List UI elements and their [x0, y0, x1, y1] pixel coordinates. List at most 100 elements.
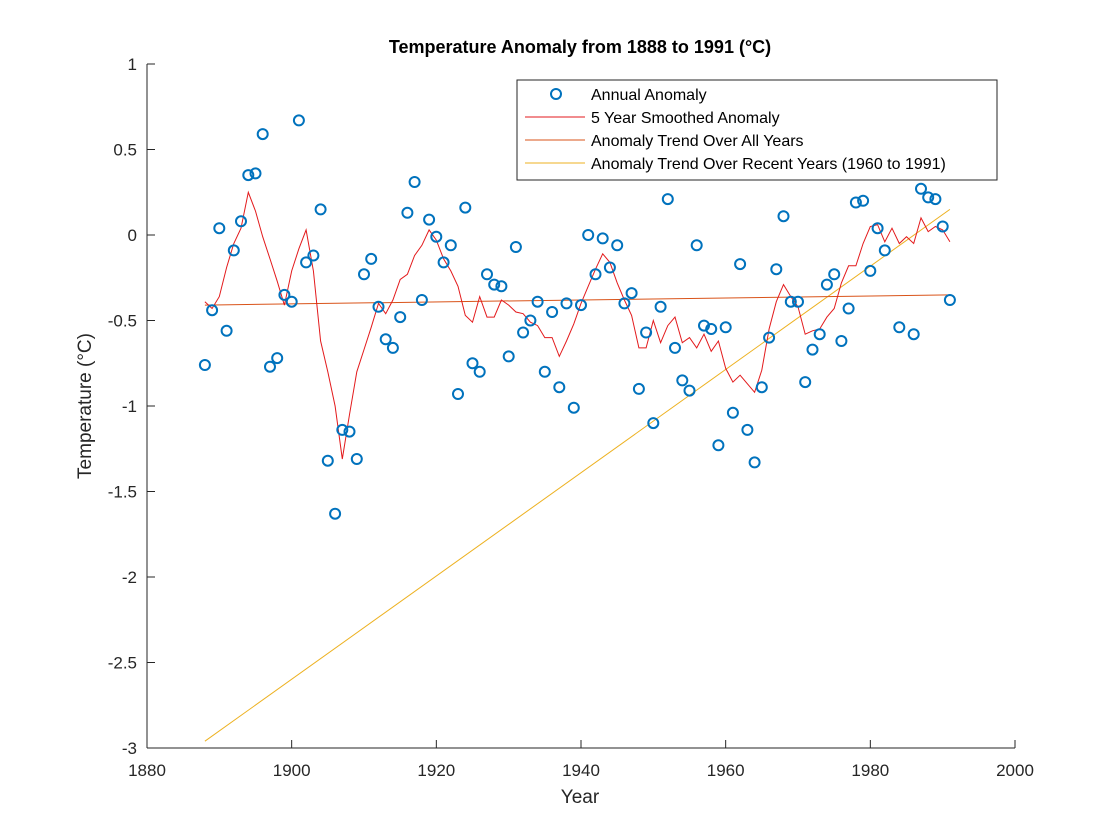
- data-point: [350, 453, 363, 465]
- data-point: [661, 193, 674, 206]
- data-point: [936, 220, 949, 233]
- data-point: [647, 417, 660, 430]
- y-tick-label: 0.5: [113, 141, 137, 160]
- data-point: [524, 314, 537, 327]
- data-point: [849, 196, 862, 209]
- series-line-2: [204, 294, 950, 306]
- data-point: [676, 374, 689, 387]
- data-point: [343, 425, 356, 438]
- legend-label: Anomaly Trend Over All Years: [591, 133, 804, 150]
- data-point: [741, 423, 754, 436]
- data-point: [394, 311, 407, 324]
- data-point: [603, 261, 616, 274]
- data-point: [763, 331, 776, 344]
- data-point: [213, 222, 226, 235]
- data-point: [271, 352, 284, 365]
- y-tick-label: -3: [122, 739, 137, 758]
- data-point: [300, 256, 313, 269]
- y-tick-label: -1.5: [108, 483, 137, 502]
- data-point: [560, 297, 573, 310]
- data-point: [878, 244, 891, 257]
- data-point: [842, 302, 855, 315]
- data-point: [437, 256, 450, 269]
- data-point: [415, 294, 428, 306]
- data-point: [242, 169, 255, 182]
- y-tick-label: -2.5: [108, 654, 137, 673]
- data-point: [770, 263, 783, 276]
- data-point: [321, 454, 334, 467]
- data-point: [546, 306, 559, 318]
- data-point: [264, 360, 276, 373]
- data-point: [922, 191, 935, 204]
- axes: 1880 1900 1920 1940 1960 1980 2000 -3 -2.5 -2 -1.5…: [108, 55, 1034, 780]
- y-tick-label: -2: [122, 568, 137, 587]
- chart-title: Temperature Anomaly from 1888 to 1991 (°…: [389, 37, 771, 57]
- data-point: [755, 381, 768, 394]
- data-point: [220, 324, 233, 337]
- data-point: [386, 341, 399, 354]
- data-point: [640, 326, 653, 339]
- data-point: [799, 376, 812, 389]
- legend-label: 5 Year Smoothed Anomaly: [591, 110, 780, 127]
- y-tick-label: -0.5: [108, 312, 137, 331]
- data-point: [828, 268, 841, 281]
- data-point: [618, 297, 631, 310]
- x-tick-label: 1980: [851, 761, 889, 780]
- data-point: [509, 241, 522, 253]
- data-point: [452, 388, 464, 400]
- data-point: [466, 357, 479, 370]
- data-point: [285, 295, 298, 308]
- data-point: [481, 268, 493, 281]
- data-point: [459, 201, 472, 214]
- data-point: [314, 203, 327, 216]
- data-point: [690, 239, 703, 252]
- y-tick-label: -1: [122, 397, 137, 416]
- data-point: [806, 343, 819, 356]
- x-tick-label: 1960: [707, 761, 745, 780]
- data-point: [235, 215, 247, 228]
- data-point: [582, 229, 595, 241]
- data-point: [698, 319, 710, 332]
- data-point: [372, 300, 385, 313]
- x-tick-label: 1900: [273, 761, 311, 780]
- data-point: [292, 114, 305, 127]
- data-point: [575, 299, 587, 312]
- data-point: [502, 350, 515, 363]
- y-axis-title: Temperature (°C): [75, 333, 96, 479]
- y-tick-label: 0: [128, 226, 137, 245]
- data-point: [907, 328, 920, 341]
- data-point: [256, 128, 269, 141]
- legend: Annual Anomaly 5 Year Smoothed Anomaly Ano…: [516, 79, 998, 181]
- legend-label: Annual Anomaly: [591, 87, 707, 104]
- data-point: [835, 335, 848, 347]
- data-point: [408, 176, 421, 188]
- data-point: [611, 239, 624, 252]
- legend-swatch: [550, 88, 562, 100]
- data-point: [198, 359, 211, 371]
- data-point: [278, 288, 291, 301]
- data-point: [596, 232, 609, 245]
- data-point: [336, 423, 349, 436]
- data-point: [857, 194, 870, 207]
- data-point: [589, 268, 602, 281]
- data-point: [206, 304, 219, 317]
- data-point: [358, 268, 370, 281]
- data-point: [567, 401, 580, 414]
- data-point: [488, 278, 501, 291]
- data-point: [531, 295, 544, 308]
- data-point: [820, 278, 833, 291]
- series-line-3: [204, 208, 951, 742]
- data-point: [227, 244, 240, 257]
- legend-box: [516, 79, 998, 181]
- data-point: [929, 193, 942, 206]
- data-point: [632, 382, 645, 395]
- y-tick-label: 1: [128, 55, 137, 74]
- data-point: [669, 341, 681, 354]
- data-point: [726, 406, 739, 419]
- data-point: [329, 507, 342, 520]
- data-point: [864, 264, 877, 277]
- data-point: [249, 167, 262, 180]
- data-point: [307, 249, 320, 262]
- data-point: [792, 295, 804, 308]
